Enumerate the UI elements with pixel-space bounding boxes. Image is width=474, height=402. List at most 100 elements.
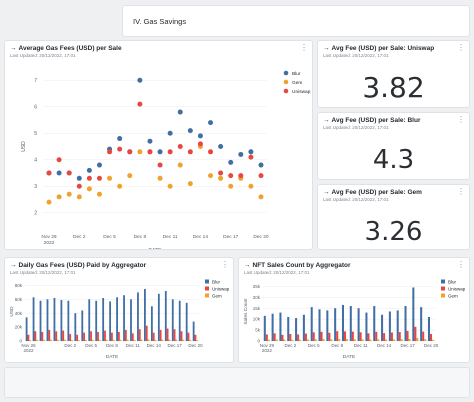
scatter-point-blur	[187, 128, 193, 134]
bar-blur	[144, 288, 146, 341]
bar-uniswap	[97, 331, 99, 341]
legend-label: Uniswap	[212, 286, 230, 291]
bar-gem	[338, 339, 341, 341]
bar-uniswap	[429, 334, 433, 341]
more-options-icon[interactable]: ⋮	[300, 43, 308, 52]
more-options-icon[interactable]: ⋮	[457, 187, 465, 196]
scatter-point-uniswap	[147, 149, 153, 155]
more-options-icon[interactable]: ⋮	[457, 43, 465, 52]
bar-blur	[357, 308, 360, 341]
bar-uniswap	[383, 333, 386, 341]
legend-marker-gem	[205, 293, 209, 298]
bar-gem	[408, 339, 411, 341]
scatter-point-uniswap	[167, 149, 173, 155]
more-options-icon[interactable]: ⋮	[457, 115, 465, 124]
nft-card-updated: Last Updated: 20/12/2022, 17:01	[244, 270, 310, 275]
scatter-point-gem	[96, 191, 102, 197]
x-tick-sublabel: 2022	[23, 348, 34, 353]
bar-gem	[168, 339, 171, 341]
x-tick-label: Dec 8	[331, 343, 343, 348]
bar-blur	[32, 297, 35, 341]
bar-gem	[330, 339, 333, 341]
legend-marker-gem	[283, 79, 289, 85]
bar-blur	[396, 310, 399, 341]
bar-uniswap	[124, 329, 127, 341]
bar-gem	[314, 339, 317, 341]
bar-uniswap	[359, 332, 362, 341]
bar-uniswap	[187, 332, 190, 341]
kpi-blur-title: → Avg Fee (USD) per Sale: Blur	[323, 117, 421, 124]
bar-gem	[416, 338, 419, 341]
bar-blur	[150, 306, 153, 341]
bar-uniswap	[367, 333, 370, 341]
legend-marker-blur	[205, 279, 209, 284]
legend-marker-uniswap	[283, 88, 289, 94]
scatter-point-uniswap	[238, 173, 244, 179]
bar-gem	[182, 339, 185, 341]
bar-uniswap	[273, 333, 276, 341]
bar-blur	[427, 316, 430, 341]
footer-card	[4, 367, 470, 398]
scatter-point-blur	[208, 120, 214, 126]
legend-marker-uniswap	[205, 286, 209, 291]
bar-gem	[98, 339, 101, 341]
bar-blur	[109, 301, 112, 341]
legend-label: Uniswap	[448, 286, 466, 291]
bar-uniswap	[297, 334, 300, 341]
bar-blur	[412, 287, 415, 341]
bar-gem	[361, 339, 364, 341]
scatter-point-uniswap	[86, 175, 92, 181]
bar-gem	[189, 339, 192, 341]
bar-blur	[287, 316, 290, 341]
bar-uniswap	[41, 331, 44, 341]
y-tick-label: 2	[34, 211, 37, 217]
bar-blur	[102, 297, 105, 341]
bar-blur	[279, 312, 282, 341]
scatter-point-uniswap	[107, 149, 113, 155]
x-tick-label: Dec 17	[168, 343, 183, 348]
arrow-icon: →	[323, 117, 330, 124]
y-axis-label: Sales Count	[243, 298, 249, 325]
bar-blur	[388, 311, 391, 341]
bar-uniswap	[76, 334, 79, 341]
bar-uniswap	[138, 329, 141, 341]
x-tick-label: Dec 20	[424, 343, 439, 348]
scatter-point-gem	[208, 173, 214, 179]
more-options-icon[interactable]: ⋮	[221, 260, 229, 269]
bar-blur	[74, 313, 77, 341]
scatter-point-gem	[157, 175, 163, 181]
bar-blur	[137, 292, 139, 341]
bar-gem	[346, 339, 349, 341]
scatter-point-uniswap	[76, 183, 82, 189]
y-tick-label: 0	[19, 339, 22, 344]
x-tick-label: Dec 11	[126, 343, 140, 348]
x-tick-label: Dec 14	[193, 234, 209, 240]
bar-gem	[424, 339, 427, 341]
more-options-icon[interactable]: ⋮	[457, 260, 465, 269]
legend-label: Uniswap	[292, 89, 311, 95]
bar-uniswap	[90, 331, 92, 341]
y-tick-label: 5	[34, 131, 37, 137]
bar-gem	[91, 339, 94, 341]
bar-gem	[196, 340, 199, 341]
scatter-point-uniswap	[46, 170, 52, 176]
x-axis-label: DATE	[343, 354, 355, 360]
x-tick-label: Dec 2	[73, 234, 86, 240]
scatter-point-uniswap	[197, 141, 203, 147]
bar-blur	[295, 318, 298, 341]
y-tick-label: 20k	[253, 295, 261, 300]
y-axis-label: USD	[21, 141, 27, 152]
bar-gem	[112, 339, 115, 341]
bar-uniswap	[111, 332, 113, 341]
y-tick-label: 5k	[255, 328, 261, 333]
arrow-icon: →	[10, 45, 17, 52]
bar-uniswap	[336, 331, 339, 341]
bar-gem	[29, 339, 32, 341]
bar-gem	[299, 339, 302, 341]
scatter-point-blur	[167, 130, 173, 136]
x-axis-label: DATE	[149, 248, 163, 250]
scatter-point-uniswap	[177, 144, 183, 149]
bar-blur	[95, 300, 98, 341]
scatter-point-gem	[66, 191, 72, 197]
daily-gas-fees-card: → Daily Gas Fees (USD) Paid by Aggregator…	[4, 257, 234, 363]
